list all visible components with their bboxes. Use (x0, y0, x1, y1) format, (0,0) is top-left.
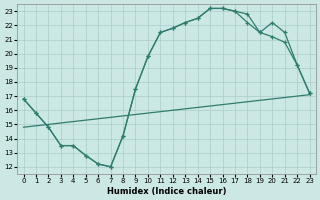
X-axis label: Humidex (Indice chaleur): Humidex (Indice chaleur) (107, 187, 226, 196)
